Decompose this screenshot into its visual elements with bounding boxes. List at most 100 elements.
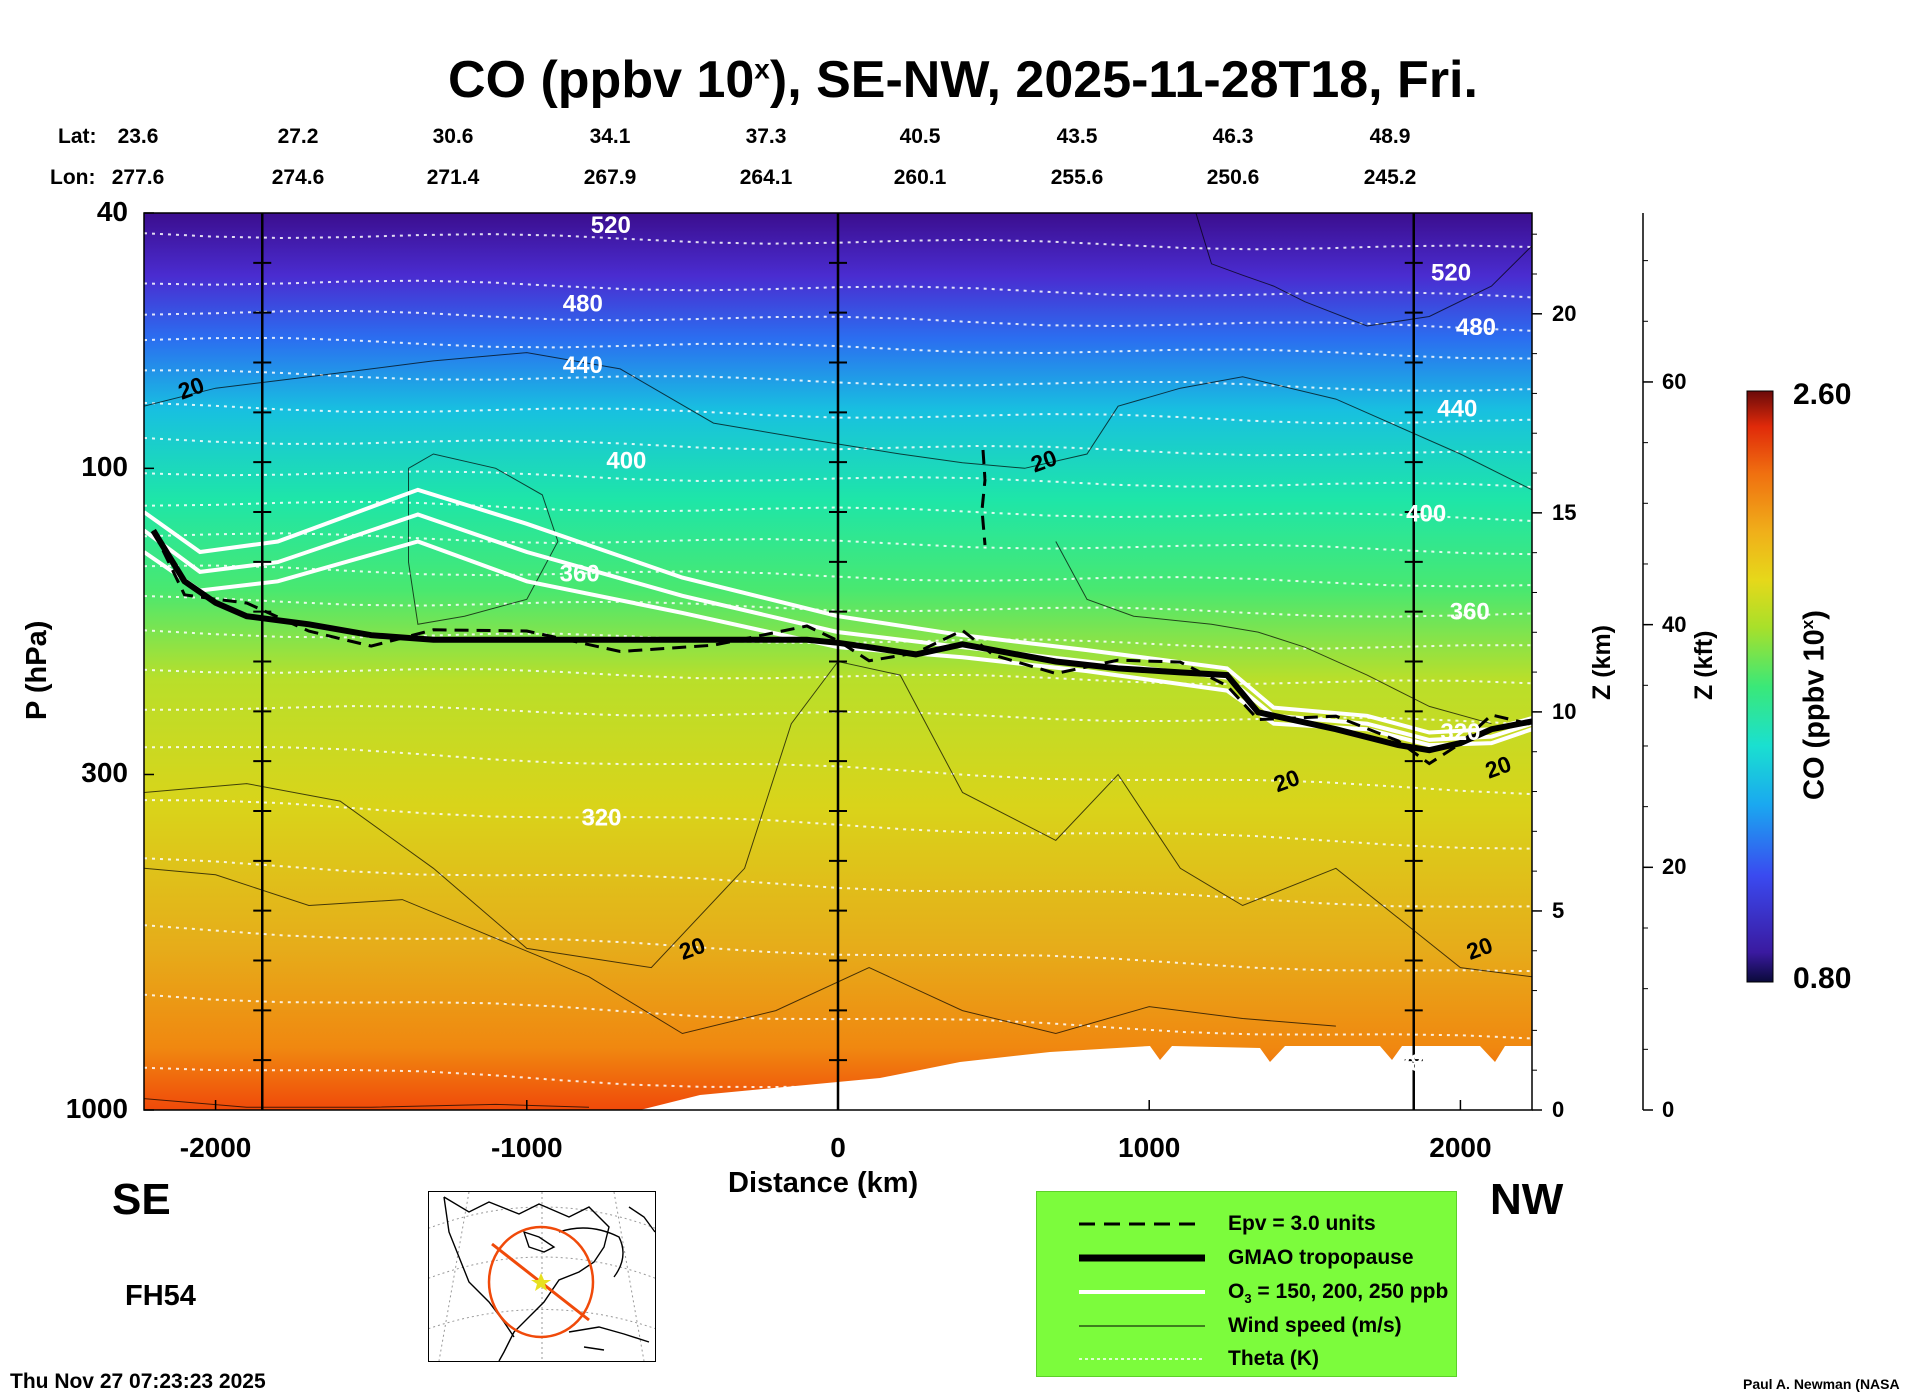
x-tick-label: -1000 <box>490 1132 563 1163</box>
x-axis-label: Distance (km) <box>728 1167 919 1199</box>
wind-contour <box>1195 213 1532 327</box>
theta-label: 480 <box>563 291 603 318</box>
theta-label: 360 <box>1450 598 1490 625</box>
epv-line-upper <box>980 449 987 546</box>
theta-label: 520 <box>591 212 631 239</box>
z-kft-tick-label: 20 <box>1662 854 1687 880</box>
z-km-tick-label: 5 <box>1552 897 1565 923</box>
wind-contour <box>408 453 559 625</box>
ozone-contour-250 <box>144 487 1532 735</box>
title-rest: ), SE-NW, 2025-11-28T18, Fri. <box>769 51 1478 109</box>
theta-label: 400 <box>1406 500 1446 527</box>
legend-label-epv: Epv = 3.0 units <box>1228 1212 1376 1235</box>
north-america-map <box>418 1191 666 1362</box>
z-kft-tick-label: 40 <box>1662 611 1687 637</box>
ozone-sub: 3 <box>1244 1291 1252 1307</box>
theta-label: 320 <box>1440 719 1480 746</box>
ozone-swatch <box>1079 1290 1205 1294</box>
legend-item-ozone: O3 = 150, 200, 250 ppb <box>1037 1278 1456 1308</box>
legend: Epv = 3.0 units GMAO tropopause O3 = 150… <box>1036 1191 1457 1377</box>
ozone-contour-150 <box>144 539 1532 748</box>
epv-line <box>151 529 1532 766</box>
lon-value: 271.4 <box>426 166 480 189</box>
title-superscript: x <box>754 53 770 85</box>
legend-item-theta: Theta (K) <box>1037 1345 1456 1375</box>
y-tick-label: 1000 <box>65 1093 128 1124</box>
x-tick-label: 2000 <box>1429 1132 1492 1163</box>
x-tick-label: 1000 <box>1118 1132 1181 1163</box>
legend-item-epv: Epv = 3.0 units <box>1037 1210 1456 1240</box>
lat-value: 27.2 <box>277 125 319 148</box>
lat-value: 43.5 <box>1056 125 1098 148</box>
wind-swatch <box>1079 1325 1205 1327</box>
epv-swatch <box>1079 1222 1195 1226</box>
lat-value: 30.6 <box>432 125 474 148</box>
credit: Paul A. Newman (NASA <box>1743 1376 1900 1392</box>
z-km-tick-label: 20 <box>1552 300 1577 326</box>
colorbar-max: 2.60 <box>1793 378 1852 411</box>
timestamp: Thu Nov 27 07:23:23 2025 <box>10 1370 266 1393</box>
lon-value: 274.6 <box>271 166 325 189</box>
lon-value: 277.6 <box>111 166 165 189</box>
tropopause-swatch <box>1079 1254 1205 1262</box>
legend-label-ozone: O3 = 150, 200, 250 ppb <box>1228 1280 1448 1306</box>
lon-label: Lon: <box>50 166 96 189</box>
wind-contour <box>1055 541 1492 725</box>
terrain-mask <box>640 1046 1532 1110</box>
lon-value: 255.6 <box>1050 166 1104 189</box>
lat-value: 37.3 <box>745 125 787 148</box>
z-km-tick-label: 15 <box>1552 499 1577 525</box>
forecast-hour: FH54 <box>125 1280 196 1312</box>
ozone-o: O <box>1228 1280 1245 1303</box>
direction-se: SE <box>112 1175 171 1224</box>
lat-value: 48.9 <box>1369 125 1411 148</box>
lat-value: 46.3 <box>1212 125 1254 148</box>
contour-labels: 5205204804804404404004003603603203202802… <box>175 212 1515 1077</box>
lat-value: 23.6 <box>117 125 159 148</box>
z-kft-tick-label: 60 <box>1662 368 1687 394</box>
theta-label: 320 <box>581 804 621 831</box>
trajectory-vertical-lines <box>253 213 1423 1110</box>
legend-label-tropopause: GMAO tropopause <box>1228 1246 1414 1269</box>
lon-value: 250.6 <box>1206 166 1260 189</box>
theta-label: 480 <box>1456 314 1496 341</box>
y-tick-label: 300 <box>81 757 128 789</box>
chart-title: CO (ppbv 10x), SE-NW, 2025-11-28T18, Fri… <box>0 50 1926 110</box>
legend-item-tropopause: GMAO tropopause <box>1037 1244 1456 1274</box>
lat-value: 34.1 <box>589 125 631 148</box>
y-axis-ticks <box>144 212 154 1111</box>
z-kft-tick-label: 0 <box>1662 1097 1675 1122</box>
title-main: CO (ppbv 10 <box>448 51 755 109</box>
theta-label: 280 <box>1397 1050 1437 1077</box>
theta-label: 360 <box>560 560 600 587</box>
direction-nw: NW <box>1490 1175 1564 1224</box>
wind-contour <box>144 867 1336 1035</box>
y-tick-label: 100 <box>81 451 128 483</box>
lat-label: Lat: <box>58 125 97 148</box>
lon-value: 264.1 <box>739 166 793 189</box>
lon-value: 267.9 <box>583 166 637 189</box>
theta-label: 520 <box>1431 260 1471 287</box>
lon-value: 245.2 <box>1363 166 1417 189</box>
theta-label: 440 <box>1437 395 1477 422</box>
theta-label: 400 <box>606 447 646 474</box>
colorbar <box>1746 390 1774 983</box>
x-tick-label: 0 <box>830 1132 846 1163</box>
z-kft-axis <box>1643 260 1653 1111</box>
wind-contour <box>144 352 1532 491</box>
z-km-tick-label: 0 <box>1552 1097 1565 1122</box>
map-inset <box>418 1191 666 1362</box>
y-tick-label: 40 <box>96 196 128 227</box>
legend-item-wind: Wind speed (m/s) <box>1037 1312 1456 1342</box>
legend-label-wind: Wind speed (m/s) <box>1228 1314 1402 1337</box>
z-km-tick-label: 10 <box>1552 698 1577 724</box>
wind-contour <box>144 660 1532 978</box>
x-tick-label: -2000 <box>179 1132 252 1163</box>
ozone-rest: = 150, 200, 250 ppb <box>1251 1280 1449 1303</box>
theta-label: 440 <box>563 352 603 379</box>
lat-value: 40.5 <box>899 125 941 148</box>
lon-value: 260.1 <box>893 166 947 189</box>
theta-swatch <box>1079 1358 1205 1360</box>
z-km-axis <box>1532 233 1542 1111</box>
